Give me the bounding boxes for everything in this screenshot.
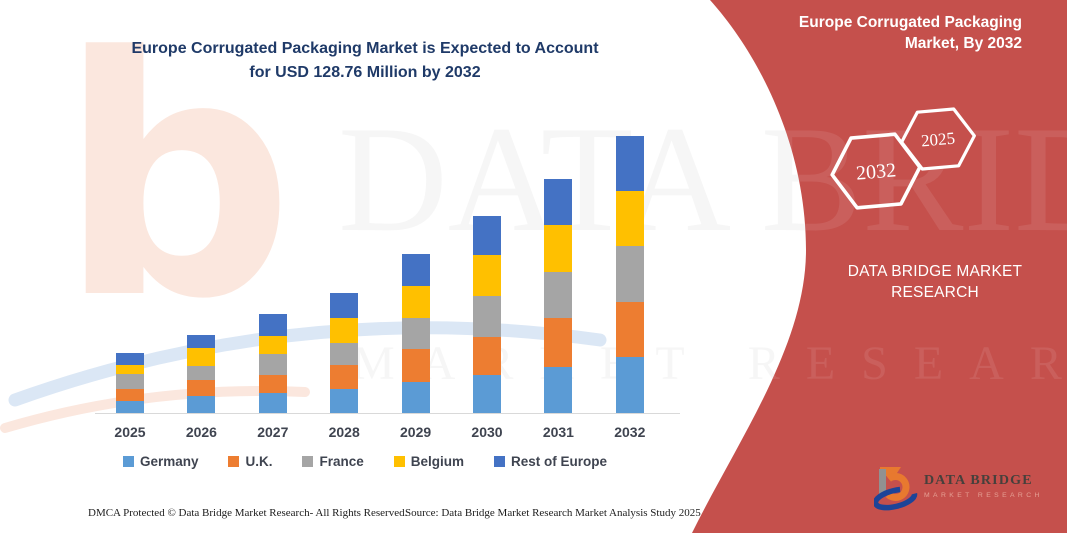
bar-segment-2030-u-k- (473, 337, 501, 376)
legend-swatch-icon (393, 456, 405, 467)
bar-segment-2029-u-k- (401, 349, 430, 382)
bar-segment-2032-germany (615, 357, 644, 413)
legend-swatch-icon (228, 456, 240, 467)
bar-segment-2028-u-k- (330, 365, 359, 390)
bar-segment-2030-germany (473, 375, 501, 413)
forecast-hexagons: 2032 2025 (830, 107, 976, 210)
legend-label: Rest of Europe (511, 454, 608, 469)
hexagon-2032-label: 2032 (855, 159, 897, 184)
legend-label: France (319, 454, 364, 469)
bar-segment-2031-belgium (544, 225, 573, 272)
x-tick-2027: 2027 (257, 424, 289, 440)
bar-segment-2031-germany (544, 366, 573, 413)
bar-segment-2027-belgium (258, 336, 287, 355)
bar-segment-2029-rest-of-europe (401, 254, 430, 287)
bar-segment-2026-france (187, 366, 216, 381)
bar-segment-2032-france (615, 245, 644, 302)
brand-logo-icon (874, 467, 918, 511)
chart-title-line2: for USD 128.76 Million by 2032 (249, 64, 481, 81)
x-tick-2029: 2029 (400, 424, 432, 440)
bar-segment-2029-belgium (401, 286, 430, 319)
brand-caption: DATA BRIDGE MARKET RESEARCH (847, 263, 1023, 301)
x-tick-2030: 2030 (471, 424, 503, 440)
legend-item-france: France (302, 454, 364, 469)
x-tick-2025: 2025 (114, 424, 146, 440)
bar-segment-2025-belgium (116, 365, 144, 375)
bar-segment-2025-germany (116, 400, 144, 413)
bar-segment-2026-germany (187, 396, 216, 413)
legend-item-germany: Germany (122, 454, 199, 469)
bar-segment-2028-rest-of-europe (330, 293, 359, 319)
legend-label: U.K. (245, 454, 273, 469)
legend-swatch-icon (302, 456, 314, 467)
chart-title-line1: Europe Corrugated Packaging Market is Ex… (131, 40, 599, 57)
legend-label: Germany (139, 454, 199, 469)
bar-segment-2032-belgium (615, 190, 644, 246)
bar-segment-2029-germany (401, 382, 430, 413)
x-tick-2031: 2031 (542, 424, 574, 440)
bar-segment-2028-france (330, 343, 359, 366)
x-axis-line (95, 413, 680, 414)
bar-segment-2027-u-k- (258, 375, 287, 393)
bar-segment-2029-france (401, 318, 430, 350)
bar-segment-2027-rest-of-europe (258, 314, 287, 337)
bar-segment-2030-belgium (473, 255, 501, 296)
bar-segment-2026-u-k- (187, 380, 216, 396)
chart-legend: Germany U.K. France Belgium Rest of Europe (95, 454, 635, 469)
legend-item-rest-of-europe: Rest of Europe (494, 454, 607, 469)
hexagon-2025-label: 2025 (920, 129, 956, 151)
bar-segment-2031-u-k- (544, 318, 573, 367)
bar-segment-2031-france (544, 271, 573, 319)
bar-segment-2028-belgium (330, 318, 359, 344)
brand-logo-wordmark: DATA BRIDGE (924, 473, 1033, 488)
legend-item-u-k-: U.K. (228, 454, 272, 469)
watermark-logo-glyph: b (58, 0, 295, 371)
bar-segment-2032-rest-of-europe (615, 136, 644, 191)
legend-label: Belgium (410, 454, 465, 469)
x-tick-2032: 2032 (614, 424, 646, 440)
dmca-notice: DMCA Protected © Data Bridge Market Rese… (88, 507, 408, 519)
bar-segment-2030-france (473, 295, 501, 338)
bar-segment-2026-belgium (187, 348, 216, 367)
legend-swatch-icon (122, 456, 134, 467)
bar-segment-2030-rest-of-europe (473, 215, 501, 256)
bar-segment-2032-u-k- (615, 301, 644, 358)
bar-segment-2027-france (258, 354, 287, 376)
x-tick-2026: 2026 (185, 424, 217, 440)
brand-logo: DATA BRIDGE MARKET RESEARCH (874, 466, 1043, 514)
bar-segment-2031-rest-of-europe (544, 178, 573, 226)
legend-swatch-icon (494, 456, 506, 467)
legend-item-belgium: Belgium (393, 454, 465, 469)
bar-segment-2026-rest-of-europe (187, 335, 216, 349)
x-tick-2028: 2028 (328, 424, 360, 440)
bar-segment-2025-u-k- (116, 388, 144, 401)
bar-segment-2028-germany (330, 389, 359, 413)
banner-heading: Europe Corrugated Packaging Market, By 2… (798, 14, 1022, 52)
bar-segment-2027-germany (258, 392, 287, 413)
source-note: Source: Data Bridge Market Research Mark… (405, 507, 701, 519)
brand-logo-subtitle: MARKET RESEARCH (924, 492, 1043, 499)
brand-logo-text: DATA BRIDGE MARKET RESEARCH (924, 466, 1043, 514)
bar-segment-2025-rest-of-europe (116, 352, 144, 366)
bar-segment-2025-france (116, 374, 144, 389)
chart-title: Europe Corrugated Packaging Market is Ex… (70, 37, 660, 85)
